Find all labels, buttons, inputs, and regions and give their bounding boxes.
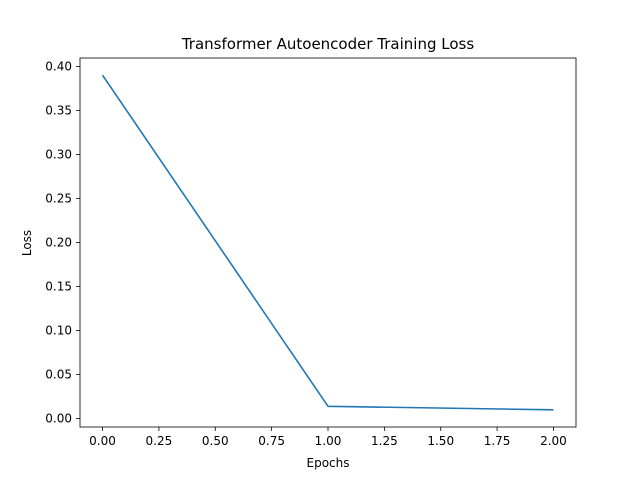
y-tick-label: 0.40 [45, 59, 72, 73]
y-tick-label: 0.05 [45, 368, 72, 382]
x-tick-label: 0.75 [258, 434, 285, 448]
x-tick-label: 1.75 [484, 434, 511, 448]
y-tick-label: 0.30 [45, 147, 72, 161]
y-tick-label: 0.25 [45, 191, 72, 205]
y-axis: 0.00 0.05 0.10 0.15 0.20 0.25 0.30 0.35 0.40 [45, 59, 80, 426]
y-axis-label: Loss [20, 230, 34, 256]
plot-frame [79, 57, 577, 428]
x-tick-label: 1.00 [315, 434, 342, 448]
x-tick-label: 0.00 [89, 434, 116, 448]
x-tick-label: 0.50 [202, 434, 229, 448]
plot-area [79, 57, 577, 428]
series-layer [101, 74, 554, 411]
x-tick-label: 0.25 [146, 434, 173, 448]
chart-title: Transformer Autoencoder Training Loss [181, 35, 474, 53]
x-axis-label: Epochs [307, 456, 350, 470]
x-tick-label: 2.00 [540, 434, 567, 448]
x-tick-label: 1.50 [427, 434, 454, 448]
y-tick-label: 0.20 [45, 236, 72, 250]
y-tick-label: 0.10 [45, 324, 72, 338]
y-tick-label: 0.15 [45, 280, 72, 294]
y-tick-label: 0.35 [45, 103, 72, 117]
series-line [101, 74, 554, 411]
y-tick-label: 0.00 [45, 412, 72, 426]
x-axis: 0.00 0.25 0.50 0.75 1.00 1.25 1.50 1.75 2.00 [89, 427, 567, 448]
x-tick-label: 1.25 [371, 434, 398, 448]
